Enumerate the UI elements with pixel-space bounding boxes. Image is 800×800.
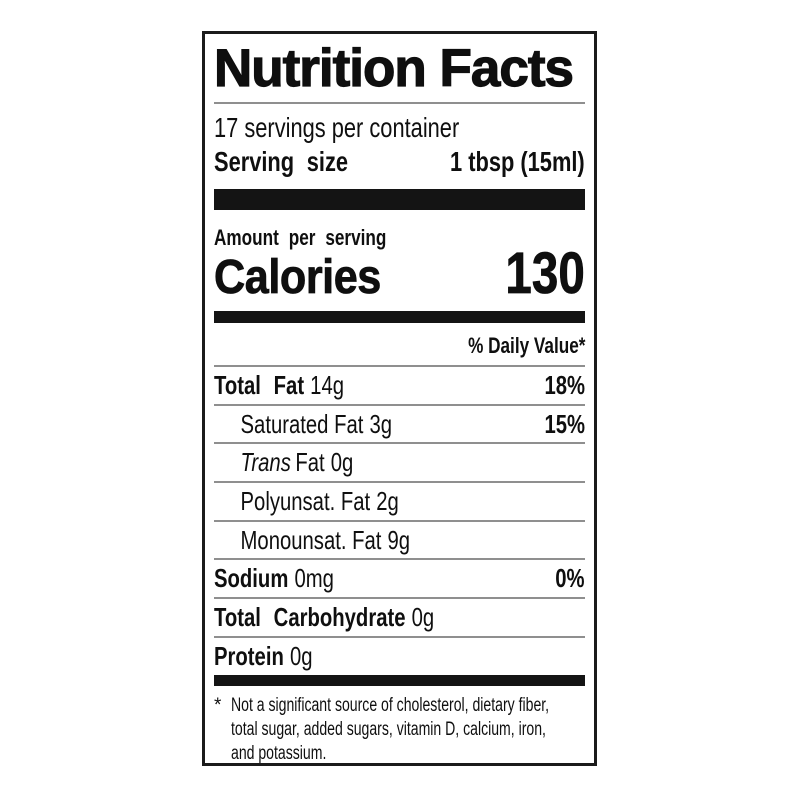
calories-label: Calories: [214, 251, 382, 304]
serving-size-row: Serving size 1 tbsp (15ml): [214, 144, 585, 179]
serving-size-value: 1 tbsp (15ml): [450, 146, 585, 177]
footnote-asterisk: *: [214, 694, 222, 716]
amount-per-serving: Amount per serving: [214, 226, 585, 250]
nutrient-row-saturated-fat: Saturated Fat 3g 15%: [214, 406, 585, 445]
nutrient-name: Protein: [214, 640, 284, 671]
nutrient-name: Sodium: [214, 563, 289, 594]
nutrient-percent: 0%: [555, 563, 585, 594]
nutrient-percent: 18%: [544, 369, 585, 400]
nutrient-name-italic: Trans: [240, 447, 291, 478]
nutrient-amount: 0g: [330, 447, 354, 478]
nutrition-facts-label: Nutrition Facts 17 servings per containe…: [202, 31, 597, 766]
nutrient-amount: 2g: [376, 485, 399, 516]
title-separator: [214, 102, 585, 104]
nutrient-row-protein: Protein 0g: [214, 638, 585, 675]
footnote-line-3: and potassium.: [231, 742, 327, 764]
nutrient-row-polyunsat-fat: Polyunsat. Fat 2g: [214, 483, 585, 522]
medium-divider-bar: [214, 311, 585, 323]
nutrient-name: Monounsat. Fat: [240, 524, 382, 555]
calories-row: Calories 130: [214, 241, 586, 306]
daily-value-header: % Daily Value*: [214, 331, 585, 367]
nutrient-amount: 9g: [387, 524, 411, 555]
nutrient-amount: 14g: [310, 369, 345, 400]
servings-per-container-text: 17 servings per container: [214, 112, 460, 143]
nutrient-name: Polyunsat. Fat: [240, 485, 371, 516]
serving-size-label: Serving size: [214, 146, 349, 177]
nutrient-name: Fat: [295, 447, 325, 478]
nutrient-name: Total Carbohydrate: [214, 601, 406, 632]
label-title: Nutrition Facts: [213, 38, 574, 98]
footnote: * Not a significant source of cholestero…: [214, 694, 585, 764]
nutrient-percent: 15%: [544, 408, 585, 439]
nutrient-row-trans-fat: Trans Fat 0g: [214, 444, 585, 484]
thick-divider-bar: [214, 189, 585, 210]
footnote-divider-bar: [214, 674, 585, 686]
nutrient-row-sodium: Sodium 0mg 0%: [214, 560, 585, 600]
nutrient-amount: 0mg: [294, 563, 334, 594]
calories-value: 130: [505, 241, 585, 306]
nutrient-row-total-fat: Total Fat 14g 18%: [214, 367, 585, 406]
nutrient-amount: 0g: [411, 601, 435, 632]
amount-per-serving-text: Amount per serving: [214, 225, 387, 250]
nutrient-amount: 0g: [289, 640, 313, 671]
nutrient-name: Total Fat: [214, 369, 305, 400]
footnote-line-2: total sugar, added sugars, vitamin D, ca…: [231, 718, 546, 740]
nutrient-rows: Total Fat 14g 18% Saturated Fat 3g 15% Tra…: [214, 367, 585, 675]
nutrient-row-monounsat-fat: Monounsat. Fat 9g: [214, 522, 585, 561]
nutrient-row-total-carbohydrate: Total Carbohydrate 0g: [214, 599, 585, 638]
nutrient-amount: 3g: [369, 408, 393, 439]
servings-per-container: 17 servings per container: [214, 112, 585, 144]
nutrient-name: Saturated Fat: [240, 408, 364, 439]
footnote-line-1: Not a significant source of cholesterol,…: [231, 694, 550, 716]
daily-value-header-text: % Daily Value*: [467, 333, 585, 358]
